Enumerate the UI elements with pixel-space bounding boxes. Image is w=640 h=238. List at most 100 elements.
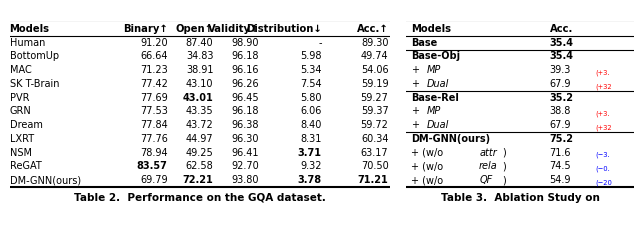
Text: 69.79: 69.79 <box>140 175 168 185</box>
Text: attr: attr <box>479 148 497 158</box>
Text: 89.30: 89.30 <box>361 38 388 48</box>
Text: 78.94: 78.94 <box>140 148 168 158</box>
Text: 6.06: 6.06 <box>301 106 322 116</box>
Text: 9.32: 9.32 <box>300 162 322 172</box>
Text: 77.76: 77.76 <box>140 134 168 144</box>
Text: 67.9: 67.9 <box>550 79 571 89</box>
Text: DM-GNN(ours): DM-GNN(ours) <box>10 175 81 185</box>
Text: 44.97: 44.97 <box>186 134 213 144</box>
Text: 93.80: 93.80 <box>232 175 259 185</box>
Text: Table 2.  Performance on the GQA dataset.: Table 2. Performance on the GQA dataset. <box>74 193 326 203</box>
Text: 96.16: 96.16 <box>232 65 259 75</box>
Text: Dual: Dual <box>427 120 449 130</box>
Text: 34.83: 34.83 <box>186 51 213 61</box>
Text: ): ) <box>502 162 506 172</box>
Text: GRN: GRN <box>10 106 31 116</box>
Text: (+32: (+32 <box>595 124 612 131</box>
Text: Base: Base <box>411 38 437 48</box>
Text: 96.41: 96.41 <box>232 148 259 158</box>
Text: 49.74: 49.74 <box>361 51 388 61</box>
Text: 77.42: 77.42 <box>140 79 168 89</box>
Text: ): ) <box>502 175 506 185</box>
Text: Dual: Dual <box>427 79 449 89</box>
Text: 96.18: 96.18 <box>232 106 259 116</box>
Text: 67.9: 67.9 <box>550 120 571 130</box>
Text: 49.25: 49.25 <box>186 148 213 158</box>
Text: 7.54: 7.54 <box>300 79 322 89</box>
Text: 39.3: 39.3 <box>550 65 571 75</box>
Text: 70.50: 70.50 <box>361 162 388 172</box>
Text: 35.4: 35.4 <box>550 38 573 48</box>
Text: 96.38: 96.38 <box>232 120 259 130</box>
Text: Dream: Dream <box>10 120 42 130</box>
Text: 38.91: 38.91 <box>186 65 213 75</box>
Text: 35.2: 35.2 <box>550 93 573 103</box>
Text: 59.27: 59.27 <box>360 93 388 103</box>
Text: 38.8: 38.8 <box>550 106 571 116</box>
Text: 3.71: 3.71 <box>298 148 322 158</box>
Text: Base-Rel: Base-Rel <box>411 93 459 103</box>
Text: Models: Models <box>10 24 50 34</box>
Text: (−20: (−20 <box>595 179 612 186</box>
Text: ): ) <box>502 148 506 158</box>
Text: Human: Human <box>10 38 45 48</box>
Text: Base-Obj: Base-Obj <box>411 51 460 61</box>
Text: + (w/o: + (w/o <box>411 175 446 185</box>
Text: 5.98: 5.98 <box>300 51 322 61</box>
Text: PVR: PVR <box>10 93 29 103</box>
Text: 59.19: 59.19 <box>361 79 388 89</box>
Text: 62.58: 62.58 <box>186 162 213 172</box>
Text: NSM: NSM <box>10 148 31 158</box>
Text: 98.90: 98.90 <box>232 38 259 48</box>
Text: (+32: (+32 <box>595 83 612 90</box>
Text: MP: MP <box>427 65 441 75</box>
Text: + (w/o: + (w/o <box>411 162 446 172</box>
Text: MAC: MAC <box>10 65 31 75</box>
Text: 74.5: 74.5 <box>550 162 571 172</box>
Text: (−0.: (−0. <box>595 166 610 172</box>
Text: +: + <box>411 106 419 116</box>
Text: 77.69: 77.69 <box>140 93 168 103</box>
Text: 92.70: 92.70 <box>231 162 259 172</box>
Text: 87.40: 87.40 <box>186 38 213 48</box>
Text: DM-GNN(ours): DM-GNN(ours) <box>411 134 490 144</box>
Text: Binary↑: Binary↑ <box>123 24 168 34</box>
Text: Table 3.  Ablation Study on: Table 3. Ablation Study on <box>440 193 600 203</box>
Text: 71.21: 71.21 <box>358 175 388 185</box>
Text: 71.23: 71.23 <box>140 65 168 75</box>
Text: LXRT: LXRT <box>10 134 34 144</box>
Text: QF: QF <box>479 175 492 185</box>
Text: (−3.: (−3. <box>595 152 610 159</box>
Text: 91.20: 91.20 <box>140 38 168 48</box>
Text: Validity↑: Validity↑ <box>207 24 259 34</box>
Text: 5.80: 5.80 <box>300 93 322 103</box>
Text: 54.06: 54.06 <box>361 65 388 75</box>
Text: +: + <box>411 79 419 89</box>
Text: 77.53: 77.53 <box>140 106 168 116</box>
Text: 35.4: 35.4 <box>550 51 573 61</box>
Text: +: + <box>411 65 419 75</box>
Text: 60.34: 60.34 <box>361 134 388 144</box>
Text: Acc.↑: Acc.↑ <box>356 24 388 34</box>
Text: MP: MP <box>427 106 441 116</box>
Text: +: + <box>411 120 419 130</box>
Text: BottomUp: BottomUp <box>10 51 59 61</box>
Text: Acc.: Acc. <box>550 24 573 34</box>
Text: 3.78: 3.78 <box>298 175 322 185</box>
Text: -: - <box>318 38 322 48</box>
Text: (+3.: (+3. <box>595 69 609 76</box>
Text: ReGAT: ReGAT <box>10 162 42 172</box>
Text: 96.26: 96.26 <box>232 79 259 89</box>
Text: + (w/o: + (w/o <box>411 148 446 158</box>
Text: 43.35: 43.35 <box>186 106 213 116</box>
Text: 43.72: 43.72 <box>186 120 213 130</box>
Text: 59.72: 59.72 <box>360 120 388 130</box>
Text: 83.57: 83.57 <box>137 162 168 172</box>
Text: 96.30: 96.30 <box>232 134 259 144</box>
Text: 54.9: 54.9 <box>550 175 571 185</box>
Text: 66.64: 66.64 <box>140 51 168 61</box>
Text: 43.10: 43.10 <box>186 79 213 89</box>
Text: Distribution↓: Distribution↓ <box>246 24 322 34</box>
Text: 8.40: 8.40 <box>301 120 322 130</box>
Text: 59.37: 59.37 <box>361 106 388 116</box>
